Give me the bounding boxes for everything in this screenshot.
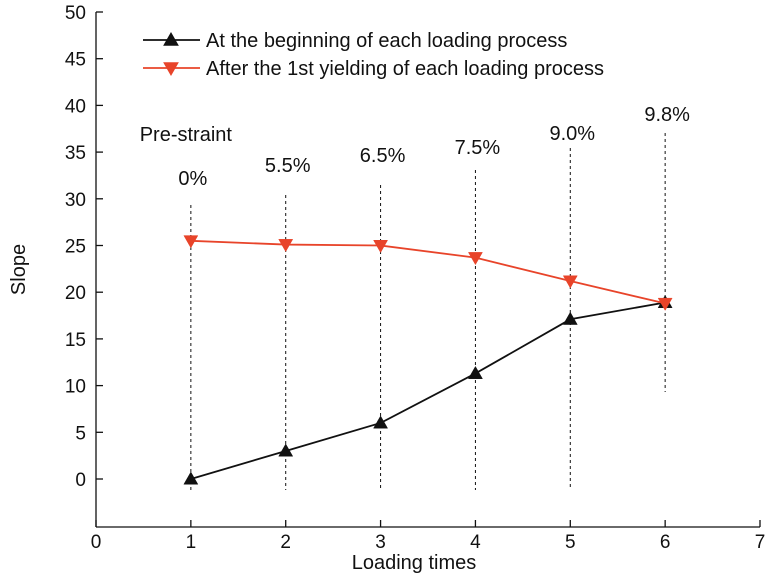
annotation-label: 9.8% [644,104,690,126]
y-tick-label: 40 [65,96,86,117]
x-tick-label: 5 [565,532,576,553]
legend-marker-2 [163,62,179,77]
x-tick-label: 3 [375,532,386,553]
data-point [183,471,199,485]
series-line-2 [190,239,666,305]
annotation-label: 5.5% [265,155,311,177]
data-point [373,240,389,254]
x-tick-label: 2 [280,532,291,553]
y-tick-label: 35 [65,143,86,164]
data-point [467,365,483,379]
y-tick-label: 5 [75,423,86,444]
x-tick-label: 1 [186,532,197,553]
annotation-label: 7.5% [455,137,501,159]
y-tick-label: 10 [65,377,86,398]
y-axis-title: Slope [8,244,30,295]
data-point [467,252,483,266]
data-point [278,239,294,253]
series-layer [183,235,673,485]
y-tick-label: 50 [65,3,86,24]
x-tick-label: 4 [470,532,481,553]
x-tick-label: 7 [755,532,766,553]
guide-lines [190,133,666,490]
series-line-1 [190,301,666,480]
y-tick-label: 20 [65,283,86,304]
y-tick-label: 25 [65,237,86,258]
y-tick-label: 15 [65,330,86,351]
annotations: Pre-straint 0% 5.5% 6.5% 7.5% 9.0% 9.8% [140,104,690,190]
x-tick-label: 0 [91,532,102,553]
data-point [183,235,199,249]
data-point [562,311,578,325]
annotation-label: Pre-straint [140,124,233,146]
data-point [373,415,389,429]
data-point [657,297,673,311]
x-tick-label: 6 [660,532,671,553]
legend-label-2: After the 1st yielding of each loading p… [206,58,604,80]
annotation-label: 0% [178,168,207,190]
annotation-label: 6.5% [360,145,406,167]
x-axis-title: Loading times [352,552,477,574]
y-tick-label: 30 [65,190,86,211]
legend-label-1: At the beginning of each loading process [206,30,567,52]
legend-marker-1 [163,31,179,46]
data-point [562,275,578,289]
legend: At the beginning of each loading process… [143,30,604,80]
data-point [278,443,294,457]
y-tick-label: 0 [75,470,86,491]
y-tick-label: 45 [65,50,86,71]
annotation-label: 9.0% [549,123,595,145]
